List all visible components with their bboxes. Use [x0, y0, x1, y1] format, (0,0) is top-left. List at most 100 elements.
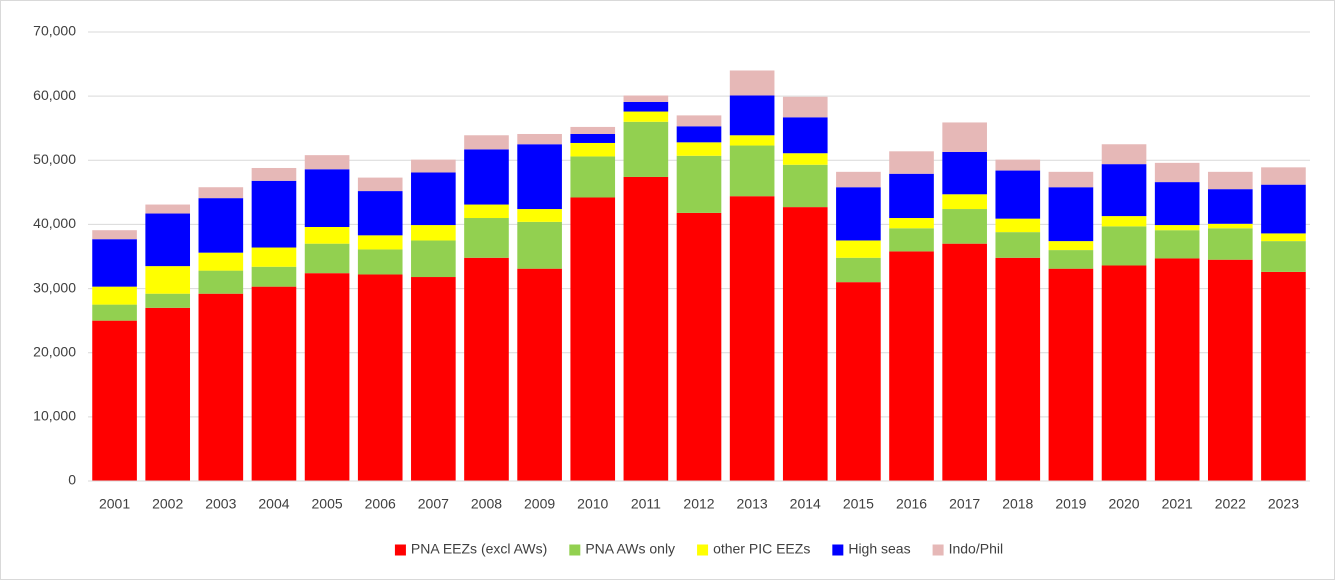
bar-segment [92, 239, 137, 287]
bar-segment [198, 293, 244, 481]
bar-segment [1261, 233, 1306, 242]
x-tick-label: 2023 [1268, 496, 1299, 512]
bar-segment [570, 126, 616, 134]
x-tick-label: 2017 [949, 496, 980, 512]
legend-swatch [832, 544, 844, 556]
x-tick-label: 2003 [205, 496, 236, 512]
bar-segment [623, 176, 669, 481]
bar-segment [942, 122, 987, 152]
bar-segment [836, 171, 881, 188]
bar-segment [782, 96, 828, 118]
bar-segment [889, 173, 934, 219]
legend-swatch [932, 544, 944, 556]
bar-segment [251, 286, 297, 481]
bar-segment [676, 126, 722, 143]
x-tick-label: 2009 [524, 496, 555, 512]
bar-segment [1207, 171, 1253, 190]
bar-segment [1048, 250, 1094, 269]
bar-segment [836, 282, 881, 481]
bar-segment [411, 225, 456, 241]
bar-segment [1207, 189, 1253, 224]
bar-segment [1154, 225, 1200, 231]
x-tick-label: 2014 [790, 496, 821, 512]
x-tick-label: 2021 [1162, 496, 1193, 512]
bar-segment [570, 156, 616, 198]
x-tick-label: 2007 [418, 496, 449, 512]
bar-segment [623, 95, 669, 102]
bar-segment [198, 187, 244, 199]
x-tick-label: 2004 [258, 496, 289, 512]
x-tick-label: 2015 [843, 496, 874, 512]
bar-segment [357, 274, 403, 481]
bar-segment [464, 204, 509, 219]
x-tick-label: 2019 [1055, 496, 1086, 512]
bar-segment [517, 144, 562, 210]
legend-swatch [569, 544, 581, 556]
bar-segment [1101, 265, 1147, 481]
bar-segment [836, 240, 881, 258]
bar-segment [92, 320, 137, 481]
bar-segment [464, 257, 509, 481]
bar-segment [676, 115, 722, 127]
bar-segment [198, 198, 244, 253]
bar-segment [1048, 171, 1094, 188]
bar-segment [995, 170, 1041, 219]
bar-segment [1154, 162, 1200, 183]
x-tick-label: 2006 [365, 496, 396, 512]
bar-segment [782, 207, 828, 482]
legend-label: High seas [848, 541, 910, 557]
y-tick-label: 40,000 [33, 215, 76, 231]
x-tick-label: 2018 [1002, 496, 1033, 512]
bar-segment [676, 212, 722, 481]
bar-segment [464, 218, 509, 258]
bar-segment [357, 235, 403, 250]
bar-segment [1154, 230, 1200, 259]
bar-segment [782, 117, 828, 154]
x-tick-label: 2020 [1108, 496, 1139, 512]
y-tick-label: 10,000 [33, 408, 76, 424]
bar-segment [92, 286, 137, 305]
bar-segment [889, 218, 934, 229]
x-tick-label: 2013 [737, 496, 768, 512]
bar-segment [411, 159, 456, 173]
y-tick-label: 70,000 [33, 23, 76, 39]
bar-segment [1207, 223, 1253, 229]
legend-swatch [394, 544, 406, 556]
bar-segment [729, 145, 775, 197]
legend-swatch [697, 544, 709, 556]
legend-label: PNA EEZs (excl AWs) [411, 541, 547, 557]
bar-segment [411, 277, 456, 481]
x-tick-label: 2008 [471, 496, 502, 512]
bar-segment [1261, 241, 1306, 272]
bar-segment [145, 307, 191, 481]
bar-segment [304, 169, 350, 227]
y-tick-label: 30,000 [33, 279, 76, 295]
bar-segment [942, 209, 987, 244]
bar-segment [1154, 258, 1200, 481]
bar-segment [836, 187, 881, 241]
bar-segment [1048, 241, 1094, 251]
bar-segment [729, 70, 775, 96]
bar-segment [411, 240, 456, 278]
bar-segment [304, 243, 350, 274]
bar-segment [1207, 228, 1253, 260]
y-tick-label: 20,000 [33, 343, 76, 359]
x-tick-label: 2012 [683, 496, 714, 512]
x-tick-label: 2022 [1215, 496, 1246, 512]
bar-segment [517, 221, 562, 269]
bar-segment [782, 153, 828, 165]
bar-segment [1101, 144, 1147, 165]
bar-segment [198, 270, 244, 294]
bar-segment [1048, 268, 1094, 481]
x-tick-label: 2001 [99, 496, 130, 512]
bar-segment [464, 149, 509, 205]
bar-segment [623, 111, 669, 122]
bar-segment [304, 273, 350, 481]
y-tick-label: 0 [68, 472, 76, 488]
bar-segment [570, 142, 616, 157]
y-tick-label: 50,000 [33, 151, 76, 167]
bar-segment [729, 135, 775, 146]
y-tick-label: 60,000 [33, 87, 76, 103]
bar-segment [357, 249, 403, 275]
bar-segment [836, 257, 881, 283]
